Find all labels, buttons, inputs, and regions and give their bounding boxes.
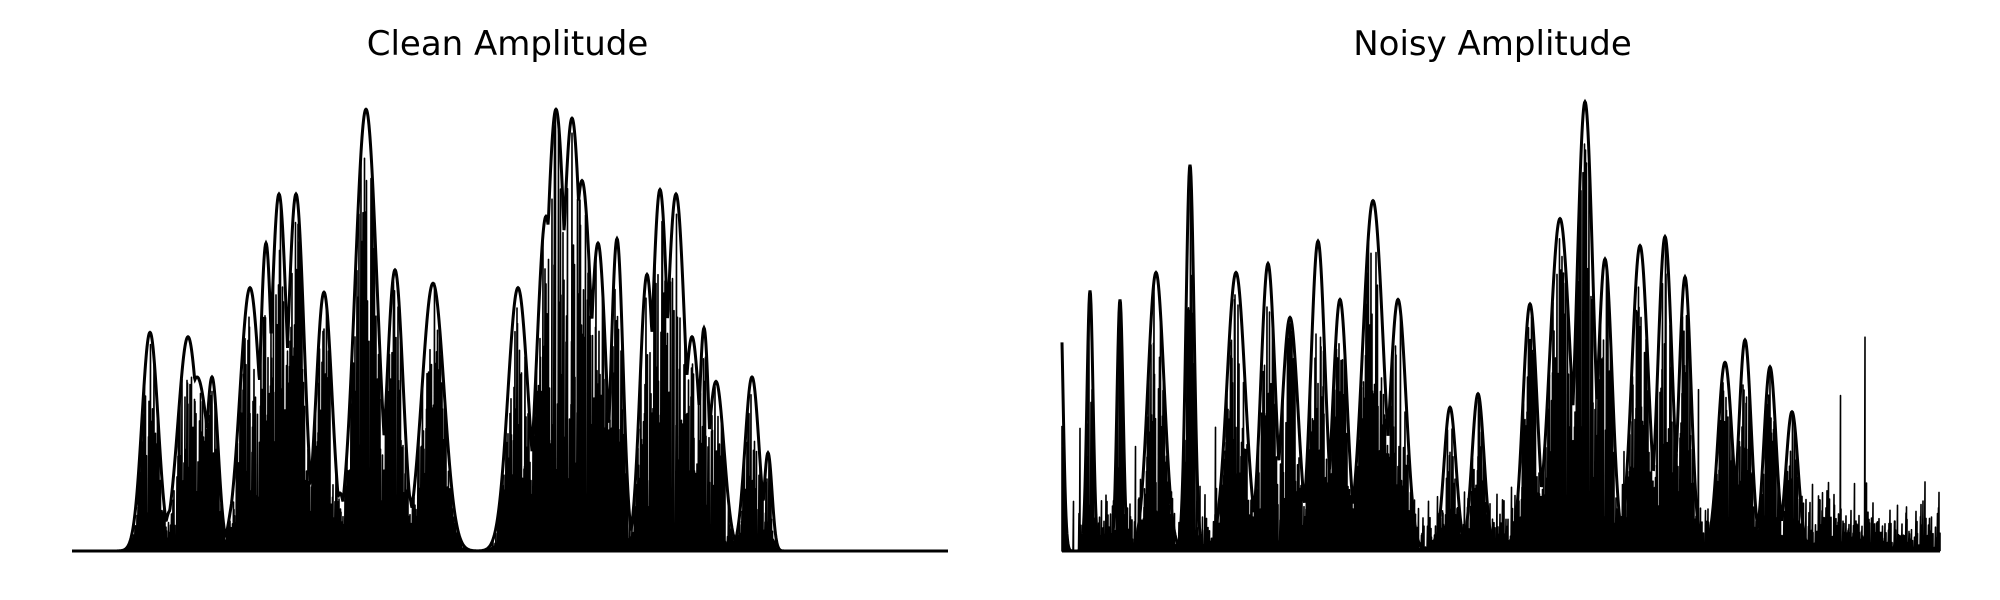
- chart-title: Noisy Amplitude: [1353, 24, 1632, 64]
- clean-amplitude-plot: [71, 107, 949, 553]
- clean-amplitude-panel: Clean Amplitude: [71, 24, 949, 553]
- chart-title: Clean Amplitude: [366, 24, 649, 64]
- noisy-amplitude-plot: [1060, 98, 1941, 553]
- noisy-amplitude-panel: Noisy Amplitude: [1000, 0, 2000, 600]
- amplitude-series-line: [71, 114, 949, 552]
